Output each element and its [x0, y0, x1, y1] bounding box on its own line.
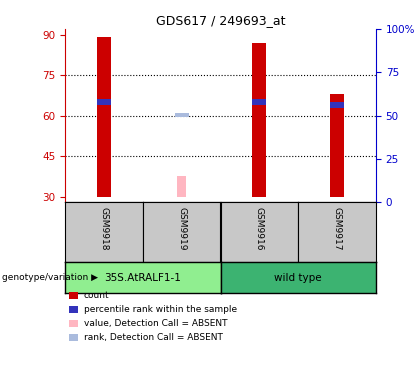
Bar: [330, 94, 344, 197]
Bar: [252, 100, 266, 105]
Text: count: count: [84, 291, 110, 300]
Bar: [177, 176, 186, 197]
Text: value, Detection Call = ABSENT: value, Detection Call = ABSENT: [84, 319, 228, 328]
Text: rank, Detection Call = ABSENT: rank, Detection Call = ABSENT: [84, 333, 223, 342]
Bar: [330, 102, 344, 108]
Text: wild type: wild type: [274, 273, 322, 283]
Text: GSM9916: GSM9916: [255, 207, 264, 250]
Bar: [175, 113, 189, 117]
Text: 35S.AtRALF1-1: 35S.AtRALF1-1: [104, 273, 181, 283]
Text: GSM9919: GSM9919: [177, 207, 186, 250]
Text: genotype/variation ▶: genotype/variation ▶: [2, 273, 98, 282]
Bar: [252, 43, 266, 197]
Text: GSM9917: GSM9917: [333, 207, 341, 250]
Text: percentile rank within the sample: percentile rank within the sample: [84, 305, 237, 314]
Text: GSM9918: GSM9918: [100, 207, 108, 250]
Bar: [97, 37, 111, 197]
Title: GDS617 / 249693_at: GDS617 / 249693_at: [156, 14, 285, 27]
Bar: [97, 100, 111, 105]
